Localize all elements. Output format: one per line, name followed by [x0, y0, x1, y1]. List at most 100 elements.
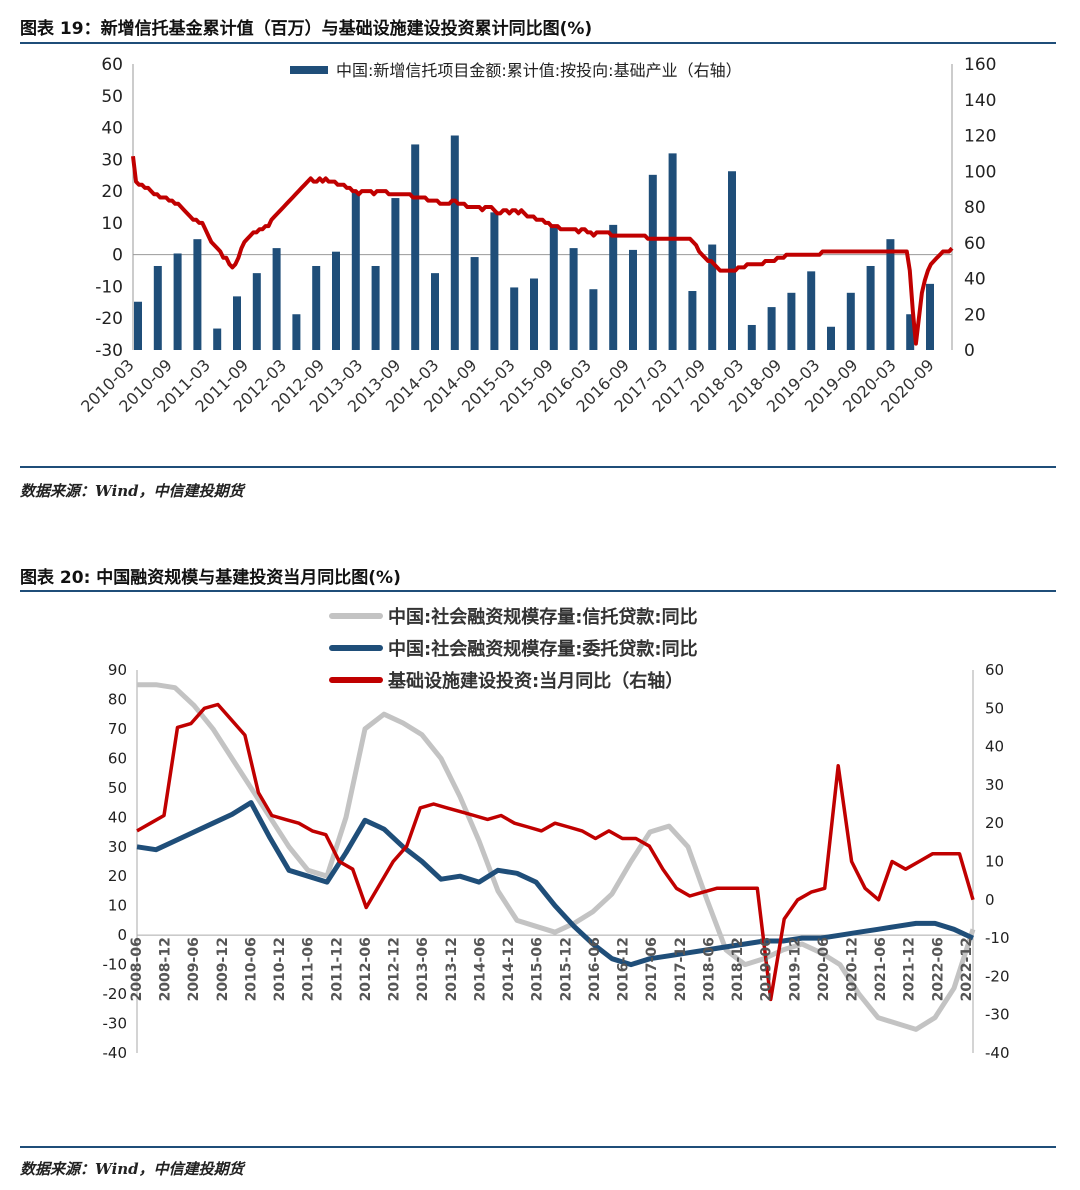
bar — [827, 326, 835, 350]
left-tick-label: 20 — [101, 182, 123, 202]
bar — [510, 287, 519, 350]
x-tick-label: 2012-06 — [358, 937, 374, 1001]
right-tick-label: 0 — [985, 891, 995, 909]
right-tick-label: -20 — [985, 967, 1010, 985]
left-tick-label: 50 — [108, 779, 127, 797]
x-tick-label: 2022-06 — [930, 937, 946, 1001]
bar — [688, 291, 697, 350]
right-tick-label: 40 — [964, 270, 986, 290]
right-tick-label: 20 — [964, 305, 986, 325]
bar — [767, 307, 776, 350]
bar — [787, 292, 796, 350]
x-tick-label: 2020-06 — [816, 937, 832, 1001]
left-tick-label: 90 — [108, 661, 127, 679]
bar — [371, 265, 380, 350]
left-tick-label: 10 — [108, 897, 127, 915]
x-tick-label: 2021-06 — [873, 937, 889, 1001]
figure-20-title: 图表 20: 中国融资规模与基建投资当月同比图(%) — [20, 568, 401, 588]
bar — [470, 257, 479, 350]
figure-19-top-rule — [20, 42, 1056, 44]
bar — [530, 278, 538, 350]
x-tick-label: 2009-12 — [215, 937, 231, 1001]
left-tick-label: 30 — [108, 838, 127, 856]
bar — [589, 289, 598, 350]
figure-20-source: 数据来源：Wind，中信建投期货 — [20, 1160, 244, 1178]
x-tick-label: 2018-06 — [701, 937, 717, 1001]
right-tick-label: -10 — [985, 929, 1010, 947]
bar — [668, 153, 677, 350]
x-tick-label: 2010-06 — [243, 937, 259, 1001]
bar — [134, 301, 142, 350]
x-tick-label: 2011-06 — [301, 937, 317, 1001]
legend-entrusted-loan-label: 中国:社会融资规模存量:委托贷款:同比 — [388, 638, 698, 660]
bar — [490, 212, 499, 350]
left-tick-label: -10 — [103, 956, 128, 974]
bar — [252, 273, 261, 350]
x-tick-label: 2013-12 — [444, 937, 460, 1001]
bar — [153, 265, 162, 350]
x-tick-label: 2010-12 — [272, 937, 288, 1001]
bar — [312, 265, 321, 350]
trust-loan-yoy-line — [137, 682, 976, 1032]
x-tick-label: 2018-12 — [730, 937, 746, 1001]
bar — [213, 328, 222, 350]
left-tick-label: 40 — [108, 808, 127, 826]
right-tick-label: 120 — [964, 127, 996, 147]
left-tick-label: 40 — [101, 119, 123, 139]
bar — [391, 198, 400, 350]
left-tick-label: 50 — [101, 87, 123, 107]
figure-19-chart: 6050403020100-10-20-30160140120100806040… — [77, 55, 996, 416]
right-tick-label: -40 — [985, 1044, 1010, 1062]
legend-swatch-bars — [290, 66, 328, 74]
x-tick-label: 2021-12 — [902, 937, 918, 1001]
x-tick-label: 2014-06 — [472, 937, 488, 1001]
legend-trust-loan-label: 中国:社会融资规模存量:信托贷款:同比 — [388, 606, 698, 628]
left-tick-label: -10 — [95, 277, 123, 297]
bar — [747, 324, 756, 350]
bar — [173, 253, 182, 350]
right-tick-label: 50 — [985, 699, 1004, 717]
x-tick-label: 2019-12 — [787, 937, 803, 1001]
left-tick-label: -20 — [95, 309, 123, 329]
figure-20-top-rule — [20, 590, 1056, 592]
bar — [846, 292, 855, 350]
legend-label-bars: 中国:新增信托项目金额:累计值:按投向:基础产业（右轴） — [336, 61, 742, 80]
right-tick-label: 100 — [964, 162, 996, 182]
right-tick-label: 140 — [964, 91, 996, 111]
bar — [193, 239, 202, 350]
right-tick-label: 60 — [985, 661, 1004, 679]
legend-infrastructure-label: 基础设施建设投资:当月同比（右轴） — [387, 670, 683, 692]
x-tick-label: 2015-06 — [530, 937, 546, 1001]
bar — [609, 224, 618, 350]
bar — [292, 314, 301, 350]
bar — [708, 244, 717, 350]
figure-19-bottom-rule — [20, 466, 1056, 468]
infrastructure-yoy-line — [131, 155, 954, 346]
right-tick-label: 60 — [964, 234, 986, 254]
bar — [569, 248, 578, 350]
right-tick-label: 160 — [964, 55, 996, 75]
bar — [272, 248, 281, 350]
x-tick-label: 2016-12 — [616, 937, 632, 1001]
x-tick-label: 2011-12 — [329, 937, 345, 1001]
left-tick-label: 80 — [108, 690, 127, 708]
x-tick-label: 2012-12 — [387, 937, 403, 1001]
bar — [351, 192, 360, 350]
right-tick-label: 0 — [964, 341, 975, 361]
x-tick-label: 2019-06 — [759, 937, 775, 1001]
bar — [411, 144, 420, 350]
right-tick-label: 20 — [985, 814, 1004, 832]
right-tick-label: 30 — [985, 776, 1004, 794]
x-tick-label: 2013-06 — [415, 937, 431, 1001]
bar — [431, 273, 439, 350]
left-tick-label: 60 — [108, 749, 127, 767]
bar — [926, 283, 934, 350]
left-tick-label: -30 — [103, 1015, 128, 1033]
bar — [866, 265, 875, 350]
right-tick-label: 10 — [985, 853, 1004, 871]
x-tick-label: 2014-12 — [501, 937, 517, 1001]
bar — [450, 135, 459, 350]
figure-19-title: 图表 19：新增信托基金累计值（百万）与基础设施建设投资累计同比图(%) — [20, 19, 593, 39]
right-tick-label: -30 — [985, 1006, 1010, 1024]
bar — [807, 271, 816, 350]
